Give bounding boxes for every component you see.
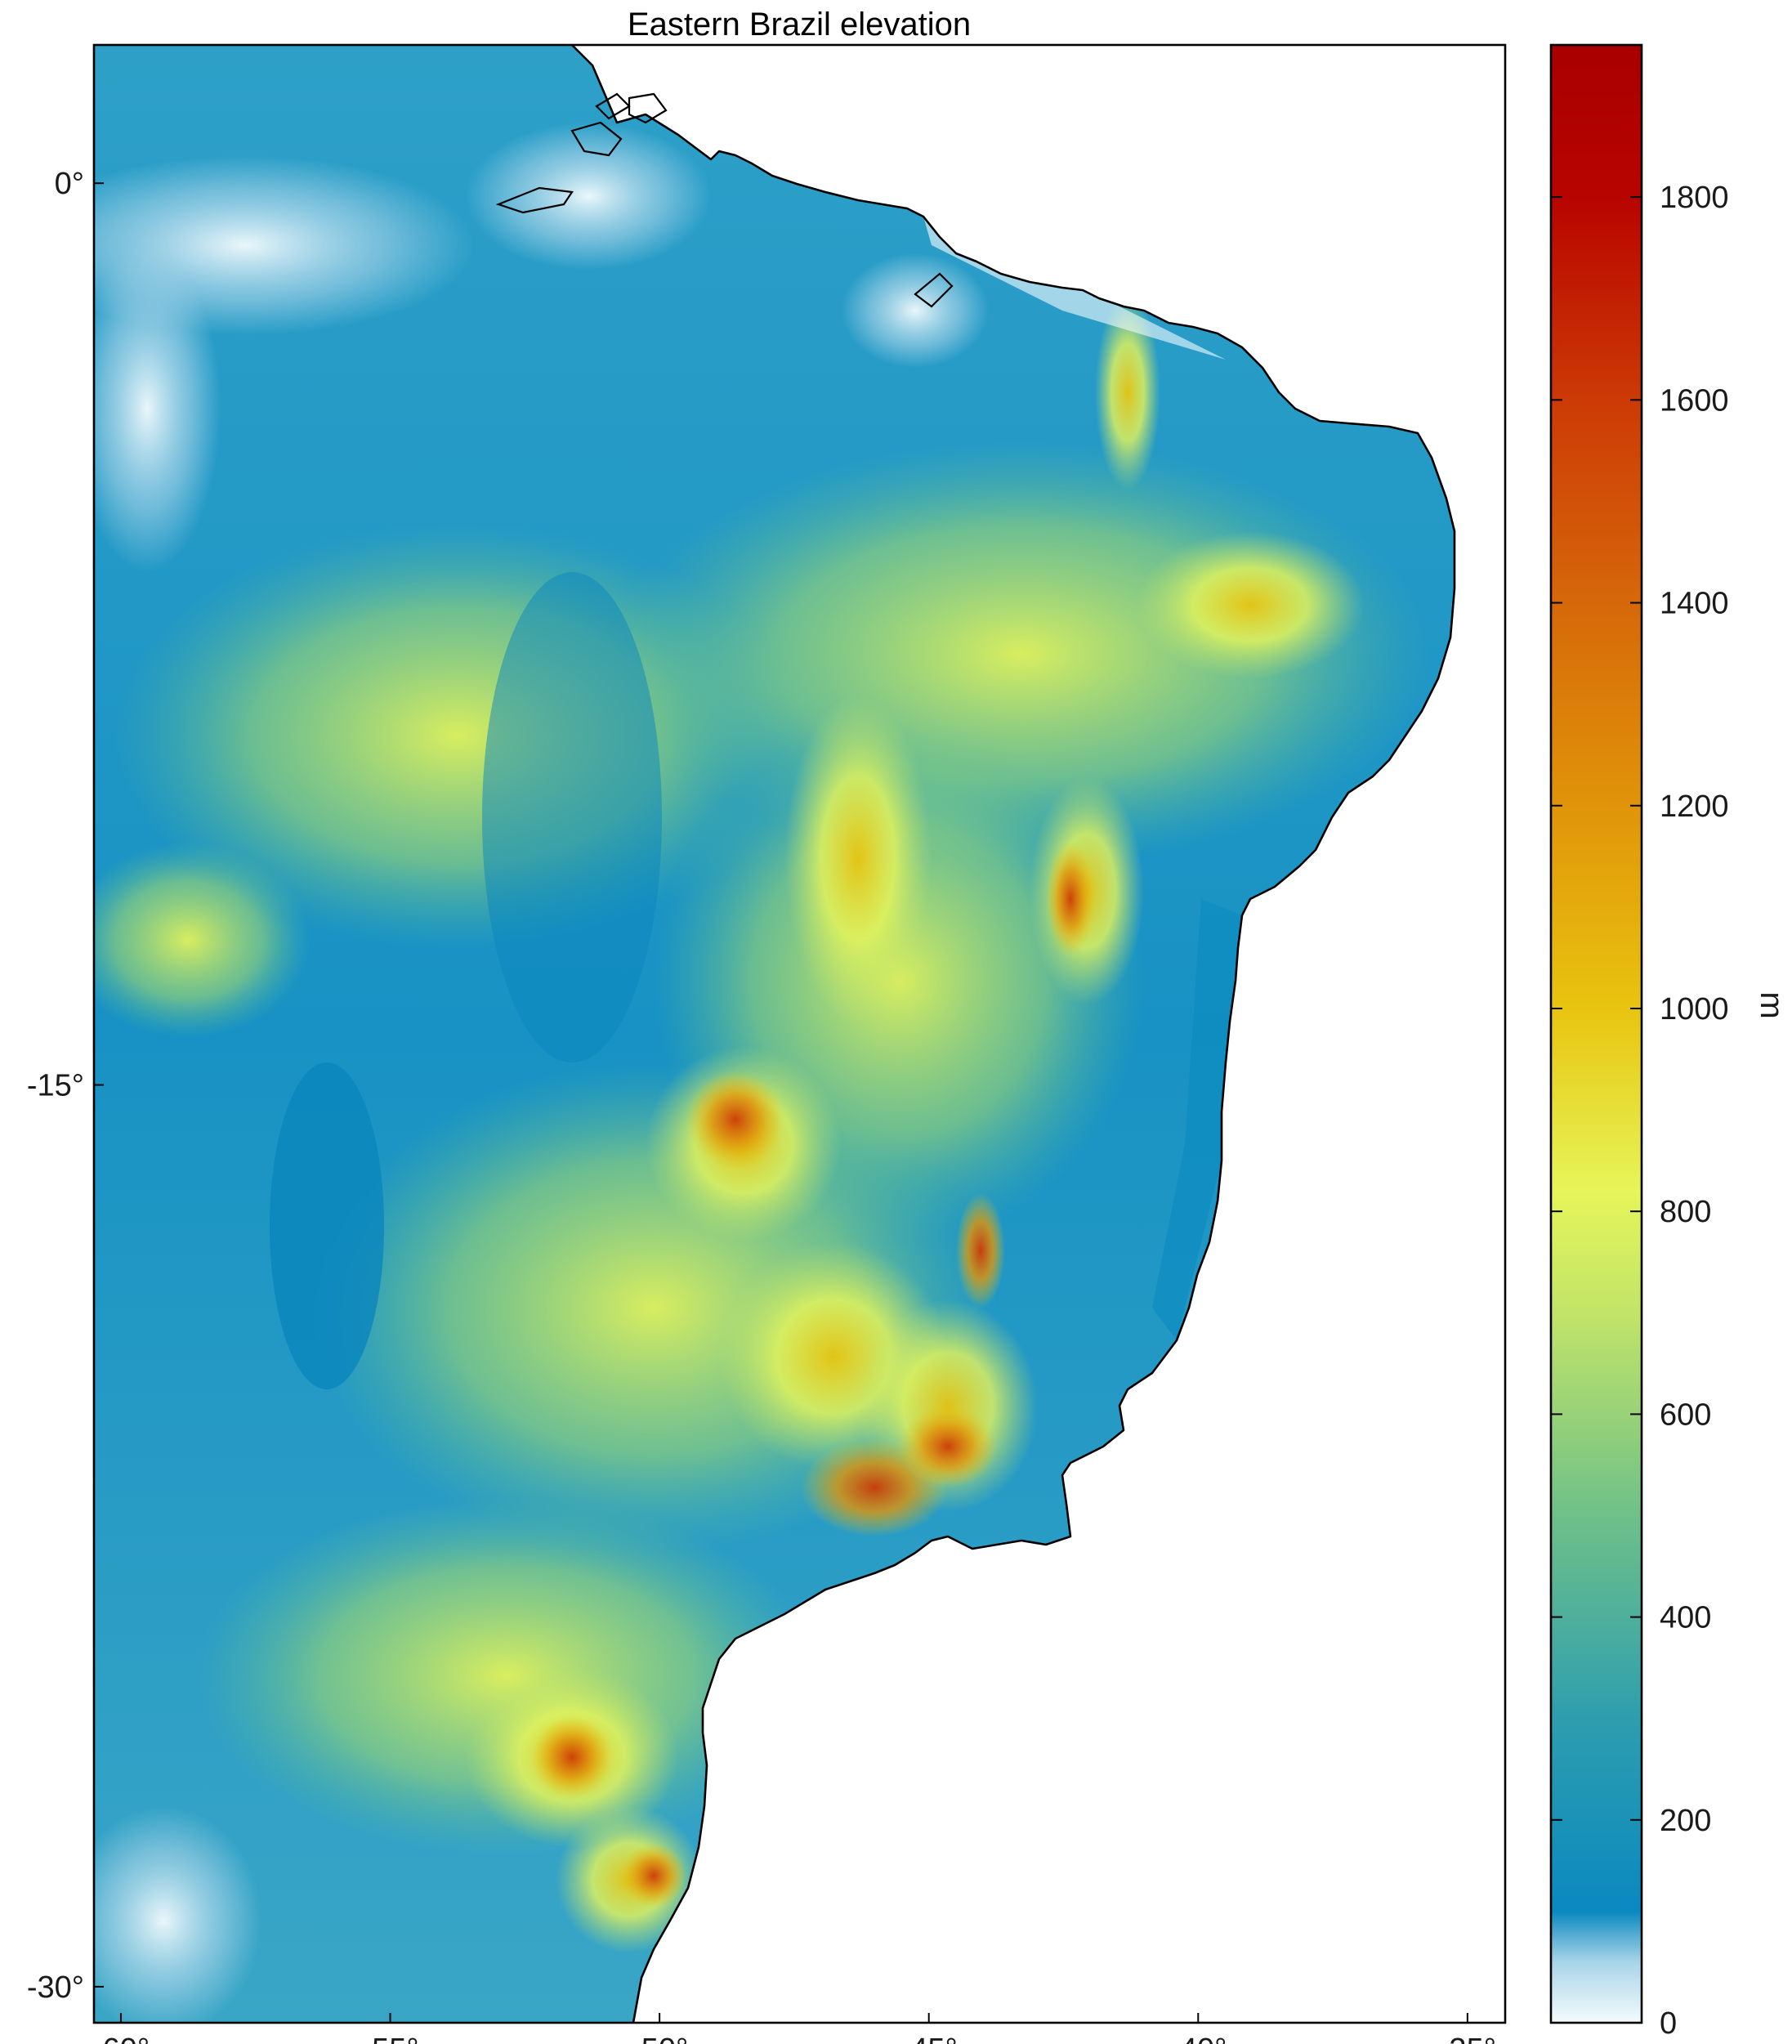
x-tick-label: -40° [1169, 2033, 1227, 2044]
colorbar-tick-label: 400 [1660, 1601, 1711, 1635]
colorbar-gradient [1551, 45, 1642, 2023]
colorbar-frame [1549, 43, 1643, 2024]
y-tick-label: -15° [27, 1069, 84, 1103]
amazon-delta-islands [495, 92, 954, 308]
x-axis-ticks: -60° -55° -50° -45° -40° -35° [92, 2013, 1496, 2044]
colorbar-tick-label: 800 [1660, 1195, 1711, 1229]
x-tick-label: -35° [1439, 2033, 1496, 2044]
colorbar-tick-label: 600 [1660, 1398, 1711, 1432]
colorbar-tick-label: 1400 [1660, 587, 1729, 621]
x-tick-label: -50° [631, 2033, 688, 2044]
colorbar-tick-label: 0 [1660, 2006, 1677, 2041]
colorbar: 0 200 400 600 800 1000 1200 1400 1600 1800 m [1549, 43, 1790, 2041]
colorbar-tick-label: 1800 [1660, 181, 1729, 215]
x-tick-label: -60° [92, 2033, 150, 2044]
colorbar-ticks: 0 200 400 600 800 1000 1200 1400 1600 1800 [1551, 181, 1729, 2041]
colorbar-tick-label: 1000 [1660, 992, 1729, 1026]
x-tick-label: -55° [361, 2033, 418, 2044]
plot-frame [92, 43, 1507, 2024]
map-title: Eastern Brazil elevation [628, 7, 971, 42]
colorbar-label: m [1754, 991, 1790, 1018]
colorbar-tick-label: 1200 [1660, 789, 1729, 824]
y-axis-ticks: 0° -15° -30° [27, 167, 104, 2005]
y-tick-label: -30° [27, 1970, 84, 2005]
y-tick-label: 0° [55, 167, 84, 201]
colorbar-tick-label: 1600 [1660, 383, 1729, 418]
colorbar-tick-label: 200 [1660, 1804, 1711, 1838]
x-tick-label: -45° [900, 2033, 958, 2044]
coastline [571, 44, 1456, 2024]
